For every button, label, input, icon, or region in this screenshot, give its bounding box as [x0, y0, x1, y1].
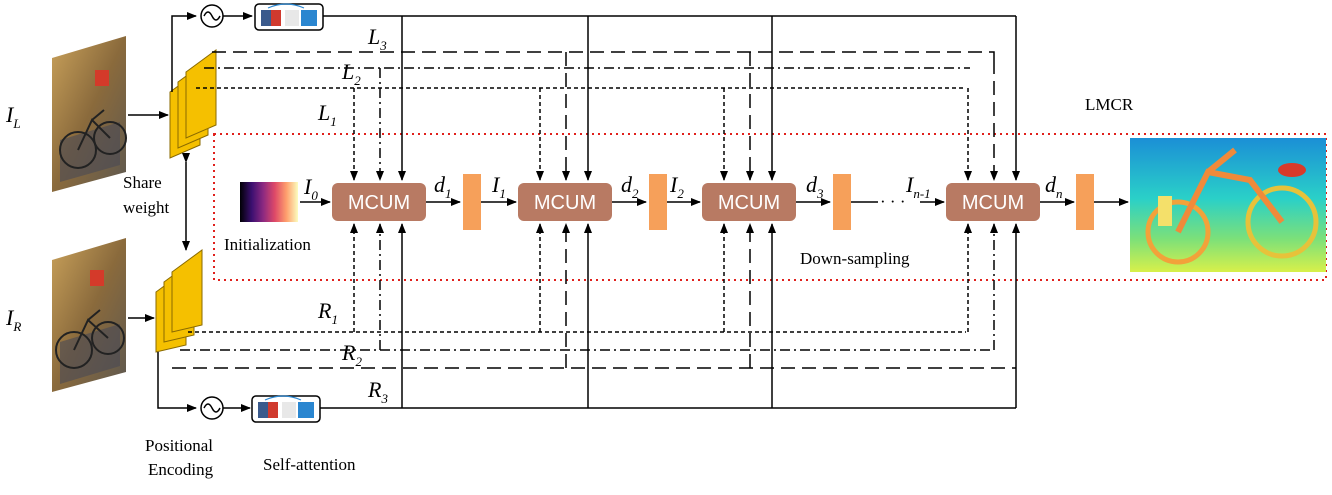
disparity-output-dn: dn [1045, 172, 1063, 201]
initialization-map [240, 182, 298, 222]
feature-label-R2: R2 [341, 340, 362, 369]
positional-encoding-label-2: Encoding [148, 460, 214, 479]
svg-text:MCUM: MCUM [718, 192, 780, 214]
feature-extractor-right [155, 249, 203, 353]
self-attention-label: Self-attention [263, 455, 356, 474]
output-disparity-map [1130, 138, 1326, 272]
positional-encoding-label-1: Positional [145, 436, 213, 455]
svg-text:MCUM: MCUM [348, 192, 410, 214]
disparity-output-d2: d2 [621, 172, 639, 201]
svg-text:MCUM: MCUM [534, 192, 596, 214]
input-left-label: IL [5, 102, 21, 131]
input-right-label: IR [5, 305, 21, 334]
feature-label-R3: R3 [367, 377, 388, 406]
disparity-input-I1: I1 [491, 172, 506, 201]
lmcr-label: LMCR [1085, 95, 1134, 114]
downsample-block-1 [463, 174, 481, 230]
disparity-input-I0: I0 [303, 174, 318, 203]
mcum-module-1: MCUM [332, 183, 426, 221]
disparity-output-d3: d3 [806, 172, 824, 201]
feature-extractor-left [169, 49, 217, 159]
right-image [52, 238, 126, 392]
self-attention-icon-bottom [251, 395, 321, 423]
disparity-output-d1: d1 [434, 172, 452, 201]
self-attention-icon-top [254, 3, 324, 31]
left-image [52, 36, 127, 192]
down-sampling-label: Down-sampling [800, 249, 910, 268]
feature-label-R1: R1 [317, 298, 338, 327]
downsample-block-3 [833, 174, 851, 230]
feature-label-L3: L3 [367, 24, 387, 53]
share-weight-label-1: Share [123, 173, 162, 192]
mcum-module-3: MCUM [702, 183, 796, 221]
lmcr-region [213, 133, 1327, 281]
mcum-module-4: MCUM [946, 183, 1040, 221]
feature-label-L2: L2 [341, 59, 361, 88]
disparity-input-In-1: In-1 [905, 172, 931, 201]
share-weight-label-2: weight [123, 198, 170, 217]
svg-text:MCUM: MCUM [962, 192, 1024, 214]
downsample-block-4 [1076, 174, 1094, 230]
initialization-label: Initialization [224, 235, 311, 254]
downsample-block-2 [649, 174, 667, 230]
mcum-module-2: MCUM [518, 183, 612, 221]
disparity-input-I2: I2 [669, 172, 684, 201]
vertical-connections [350, 16, 1020, 408]
ellipsis: · · · [880, 192, 905, 211]
feature-label-L1: L1 [317, 100, 337, 129]
